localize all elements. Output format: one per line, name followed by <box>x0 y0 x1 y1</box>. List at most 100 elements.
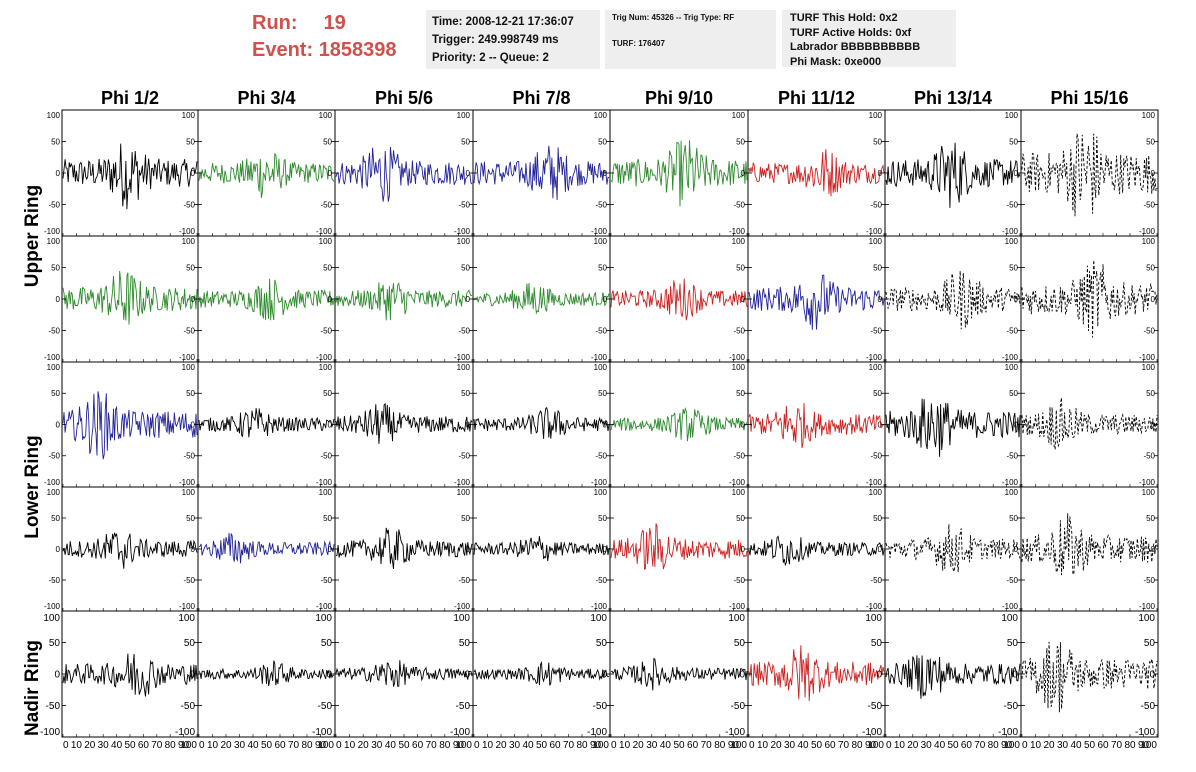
y-tick-label: 0 <box>603 295 608 304</box>
y-tick-label: 100 <box>457 488 471 497</box>
y-tick-label: -50 <box>733 576 745 585</box>
y-tick-label: 0 <box>328 545 333 554</box>
waveform-trace <box>610 657 748 691</box>
y-tick-label: -50 <box>733 452 745 461</box>
waveform-trace <box>335 660 473 687</box>
y-tick-label: -50 <box>1006 326 1018 335</box>
y-tick-label: 50 <box>873 514 882 523</box>
y-tick-label: 50 <box>49 638 61 649</box>
y-tick-label: -50 <box>595 326 607 335</box>
y-tick-label: 50 <box>51 514 60 523</box>
y-tick-label: 0 <box>878 545 883 554</box>
priority-text: Priority: 2 -- Queue: 2 <box>432 52 549 64</box>
x-tick-label: 20 <box>358 740 370 751</box>
y-tick-label: -100 <box>1139 602 1156 611</box>
y-tick-label: 50 <box>598 137 607 146</box>
y-tick-label: -100 <box>591 478 608 487</box>
column-header: Phi 5/6 <box>375 88 433 108</box>
y-tick-label: -100 <box>454 602 471 611</box>
x-tick-label: 100 <box>317 740 334 751</box>
y-tick-label: -50 <box>1004 701 1019 712</box>
x-tick-label: 30 <box>234 740 246 751</box>
y-tick-label: -50 <box>870 326 882 335</box>
y-tick-label: 50 <box>1009 137 1018 146</box>
waveform-trace <box>62 143 198 210</box>
turf-text: TURF: 176407 <box>612 39 665 48</box>
x-tick-label: 30 <box>1057 740 1069 751</box>
y-tick-label: 100 <box>47 363 61 372</box>
y-tick-label: -100 <box>866 602 883 611</box>
y-tick-label: 50 <box>1007 638 1019 649</box>
y-tick-label: 0 <box>739 670 745 681</box>
y-tick-label: -50 <box>1143 452 1155 461</box>
y-tick-label: -50 <box>595 452 607 461</box>
panel-frame <box>747 109 886 237</box>
waveform-trace <box>62 653 198 697</box>
y-tick-label: -50 <box>870 576 882 585</box>
waveform-trace <box>885 398 1021 457</box>
y-tick-label: 100 <box>1005 488 1019 497</box>
y-tick-label: 0 <box>328 420 333 429</box>
x-tick-label: 20 <box>633 740 645 751</box>
y-tick-label: 50 <box>461 263 470 272</box>
y-tick-label: 0 <box>466 545 471 554</box>
event-line: Event: 1858398 <box>252 37 397 64</box>
y-tick-label: 0 <box>878 295 883 304</box>
y-tick-label: -100 <box>591 602 608 611</box>
y-tick-label: 50 <box>598 263 607 272</box>
x-tick-label: 90 <box>453 740 465 751</box>
y-tick-label: 0 <box>464 670 470 681</box>
x-tick-label: 10 <box>207 740 219 751</box>
y-tick-label: -100 <box>179 478 196 487</box>
y-tick-label: 100 <box>319 363 333 372</box>
y-tick-label: -100 <box>587 727 607 738</box>
x-tick-label: 40 <box>660 740 672 751</box>
y-tick-label: 50 <box>596 638 608 649</box>
time-text: Time: 2008-12-21 17:36:07 <box>432 16 574 28</box>
panel-frame <box>197 109 336 237</box>
y-tick-label: 100 <box>594 488 608 497</box>
y-tick-label: 100 <box>457 363 471 372</box>
y-tick-label: 50 <box>323 514 332 523</box>
x-tick-label: 10 <box>619 740 631 751</box>
y-tick-label: -50 <box>733 200 745 209</box>
y-tick-label: 50 <box>459 638 471 649</box>
waveform-trace <box>1021 397 1158 450</box>
x-tick-label: 50 <box>1084 740 1096 751</box>
y-tick-label: 100 <box>732 363 746 372</box>
panel-frame <box>884 486 1022 612</box>
x-tick-label: 80 <box>714 740 726 751</box>
waveform-trace <box>335 282 473 321</box>
waveform-trace <box>473 406 610 439</box>
panel-frame <box>334 486 474 612</box>
y-tick-label: 0 <box>741 420 746 429</box>
y-tick-label: 50 <box>323 389 332 398</box>
waveform-trace <box>1021 641 1158 713</box>
y-tick-label: 100 <box>457 111 471 120</box>
x-tick-label: 100 <box>867 740 884 751</box>
y-tick-label: 50 <box>461 514 470 523</box>
x-tick-label: 0 <box>63 740 69 751</box>
y-tick-label: 100 <box>1138 613 1155 624</box>
y-tick-label: -100 <box>179 353 196 362</box>
x-tick-label: 60 <box>138 740 150 751</box>
waveform-trace <box>885 142 1021 208</box>
x-tick-label: 70 <box>288 740 300 751</box>
y-tick-label: -100 <box>862 727 882 738</box>
y-tick-label: 50 <box>598 514 607 523</box>
x-tick-label: 40 <box>522 740 534 751</box>
x-tick-label: 0 <box>749 740 755 751</box>
y-tick-label: -100 <box>866 227 883 236</box>
panel-frame <box>884 235 1022 363</box>
x-tick-label: 20 <box>907 740 919 751</box>
waveform-trace <box>198 152 335 198</box>
y-tick-label: 50 <box>1009 514 1018 523</box>
y-tick-label: -50 <box>183 200 195 209</box>
y-tick-label: 0 <box>1014 545 1019 554</box>
x-tick-label: 40 <box>247 740 259 751</box>
x-tick-label: 50 <box>947 740 959 751</box>
y-tick-label: -100 <box>866 353 883 362</box>
x-tick-label: 70 <box>1111 740 1123 751</box>
y-tick-label: -50 <box>320 576 332 585</box>
